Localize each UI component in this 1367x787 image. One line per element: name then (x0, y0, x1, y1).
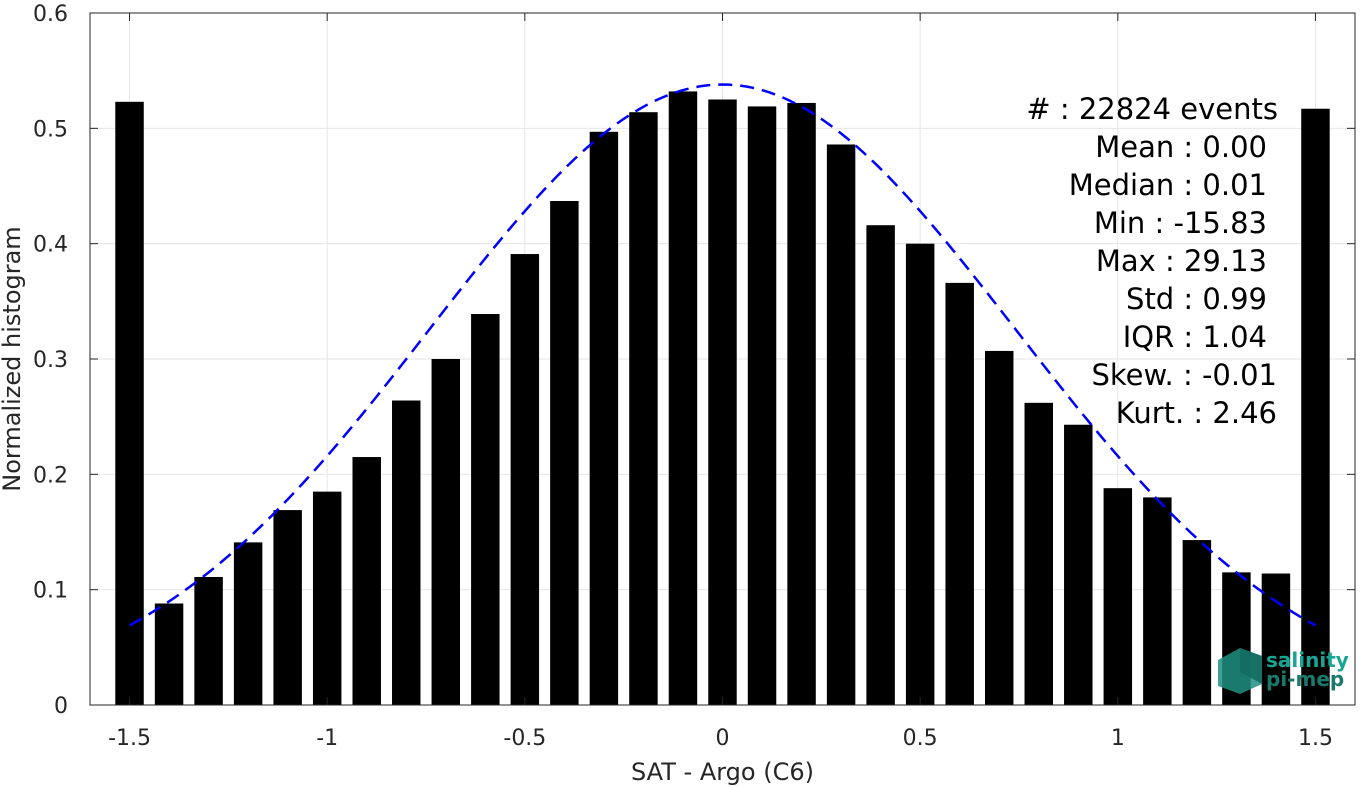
x-tick-label: 0.5 (903, 726, 938, 751)
y-tick-label: 0.3 (33, 348, 68, 373)
histogram-bar (747, 106, 777, 706)
x-tick-label: 0 (716, 726, 730, 751)
histogram-bar (312, 491, 342, 705)
histogram-bar (708, 99, 737, 705)
histogram-bar (984, 350, 1014, 705)
histogram-bar (115, 101, 144, 706)
y-axis-label: Normalized histogram (0, 226, 26, 491)
stat-line: Min : -15.83 (1094, 206, 1267, 240)
bars (115, 91, 1330, 706)
histogram-bar (471, 314, 500, 705)
x-tick-label: -0.5 (503, 726, 546, 751)
salinity-pi-mep-logo: salinity pi-mep (1218, 648, 1349, 694)
x-tick-label: -1.5 (108, 726, 151, 751)
logo-line1: salinity (1266, 648, 1349, 672)
histogram-bar (510, 254, 540, 705)
histogram-bar (1024, 402, 1053, 705)
histogram-bar (1182, 540, 1212, 705)
histogram-bar (905, 243, 935, 705)
histogram-bar (668, 91, 698, 706)
stat-line: Max : 29.13 (1096, 244, 1267, 278)
logo-line2: pi-mep (1266, 667, 1344, 691)
x-tick-label: 1 (1111, 726, 1125, 751)
x-tick-label: 1.5 (1298, 726, 1333, 751)
histogram-bar (629, 112, 658, 706)
fit-curve (128, 83, 1317, 627)
logo-cube-face (1240, 648, 1262, 684)
stats-annotation: # : 22824 events Mean : 0.00 Median : 0.01… (1026, 92, 1278, 430)
histogram-bar (154, 603, 184, 705)
stat-line: Mean : 0.00 (1095, 130, 1267, 164)
y-tick-label: 0 (54, 694, 68, 719)
histogram-bar (194, 576, 223, 705)
y-ticks: 0 0.1 0.2 0.3 0.4 0.5 0.6 (33, 2, 1355, 719)
x-axis-label: SAT - Argo (C6) (631, 758, 814, 786)
stat-line: IQR : 1.04 (1123, 320, 1267, 354)
histogram-bar (1301, 108, 1330, 705)
histogram-bar (1064, 424, 1093, 705)
stat-line: # : 22824 events (1026, 92, 1278, 126)
stat-line: Kurt. : 2.46 (1116, 396, 1277, 430)
histogram-bar (352, 457, 381, 705)
stat-line: Median : 0.01 (1069, 168, 1267, 202)
histogram-bar (392, 400, 421, 705)
histogram-bar (1261, 573, 1291, 705)
histogram-bar (550, 200, 579, 705)
x-ticks: -1.5 -1 -0.5 0 0.5 1 1.5 (108, 13, 1333, 751)
y-tick-label: 0.1 (33, 579, 68, 604)
histogram-bar (826, 144, 856, 706)
x-tick-label: -1 (316, 726, 338, 751)
histogram-bar (1103, 488, 1133, 705)
y-tick-label: 0.6 (33, 2, 68, 27)
stat-line: Std : 0.99 (1126, 282, 1267, 316)
histogram-bar (431, 359, 461, 705)
histogram-bar (1143, 497, 1172, 705)
histogram-bar (787, 102, 816, 705)
y-tick-label: 0.5 (33, 117, 68, 142)
histogram-bar (233, 542, 263, 705)
y-tick-label: 0.2 (33, 463, 68, 488)
histogram-bar (273, 510, 302, 705)
y-tick-label: 0.4 (33, 233, 68, 258)
histogram-bar (945, 282, 974, 705)
histogram-bar (589, 131, 619, 705)
histogram-bar (866, 225, 895, 706)
stat-line: Skew. : -0.01 (1091, 358, 1277, 392)
